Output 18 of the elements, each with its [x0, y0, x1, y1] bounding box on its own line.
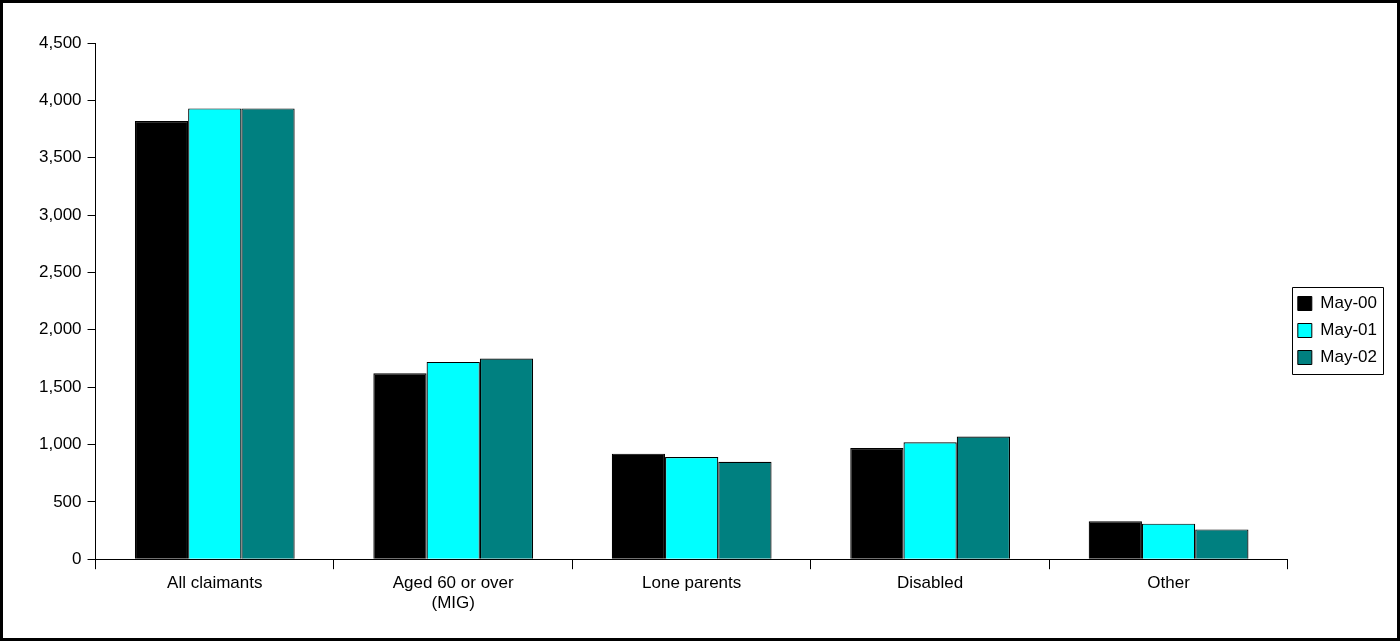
y-tick-label: 0	[72, 548, 82, 568]
x-tick-label: Lone parents	[642, 573, 742, 593]
x-tick-label: Disabled	[897, 573, 964, 593]
y-tick-label: 2,500	[38, 262, 82, 282]
y-tick-label: 3,500	[38, 147, 82, 167]
y-tick-label: 1,000	[38, 434, 82, 454]
x-tick-label: Aged 60 or over (MIG)	[392, 573, 515, 613]
x-tick-label: Other	[1147, 573, 1191, 593]
y-tick-label: 1,500	[38, 376, 82, 396]
legend-label: May-02	[1320, 347, 1377, 367]
legend-label: May-01	[1320, 320, 1377, 340]
legend-label: May-00	[1320, 293, 1377, 313]
y-tick-label: 4,500	[38, 32, 82, 52]
y-tick-label: 500	[53, 491, 82, 511]
y-tick-label: 4,000	[38, 90, 82, 110]
y-tick-label: 2,000	[38, 319, 82, 339]
x-tick-label: All claimants	[167, 573, 263, 593]
y-tick-label: 3,000	[38, 204, 82, 224]
